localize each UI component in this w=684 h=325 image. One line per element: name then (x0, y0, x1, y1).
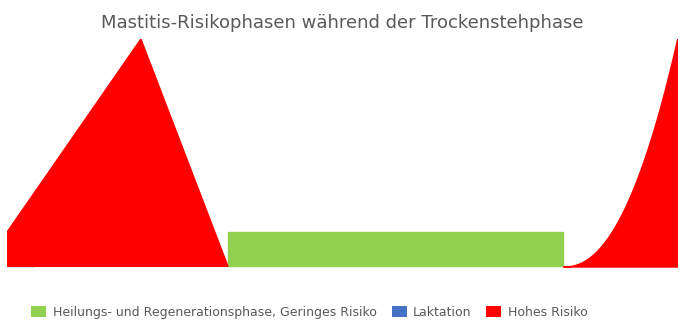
Legend: Heilungs- und Regenerationsphase, Geringes Risiko, Laktation, Hohes Risiko: Heilungs- und Regenerationsphase, Gering… (27, 301, 592, 324)
Polygon shape (7, 39, 228, 266)
Title: Mastitis-Risikophasen während der Trockenstehphase: Mastitis-Risikophasen während der Trocke… (101, 14, 583, 32)
